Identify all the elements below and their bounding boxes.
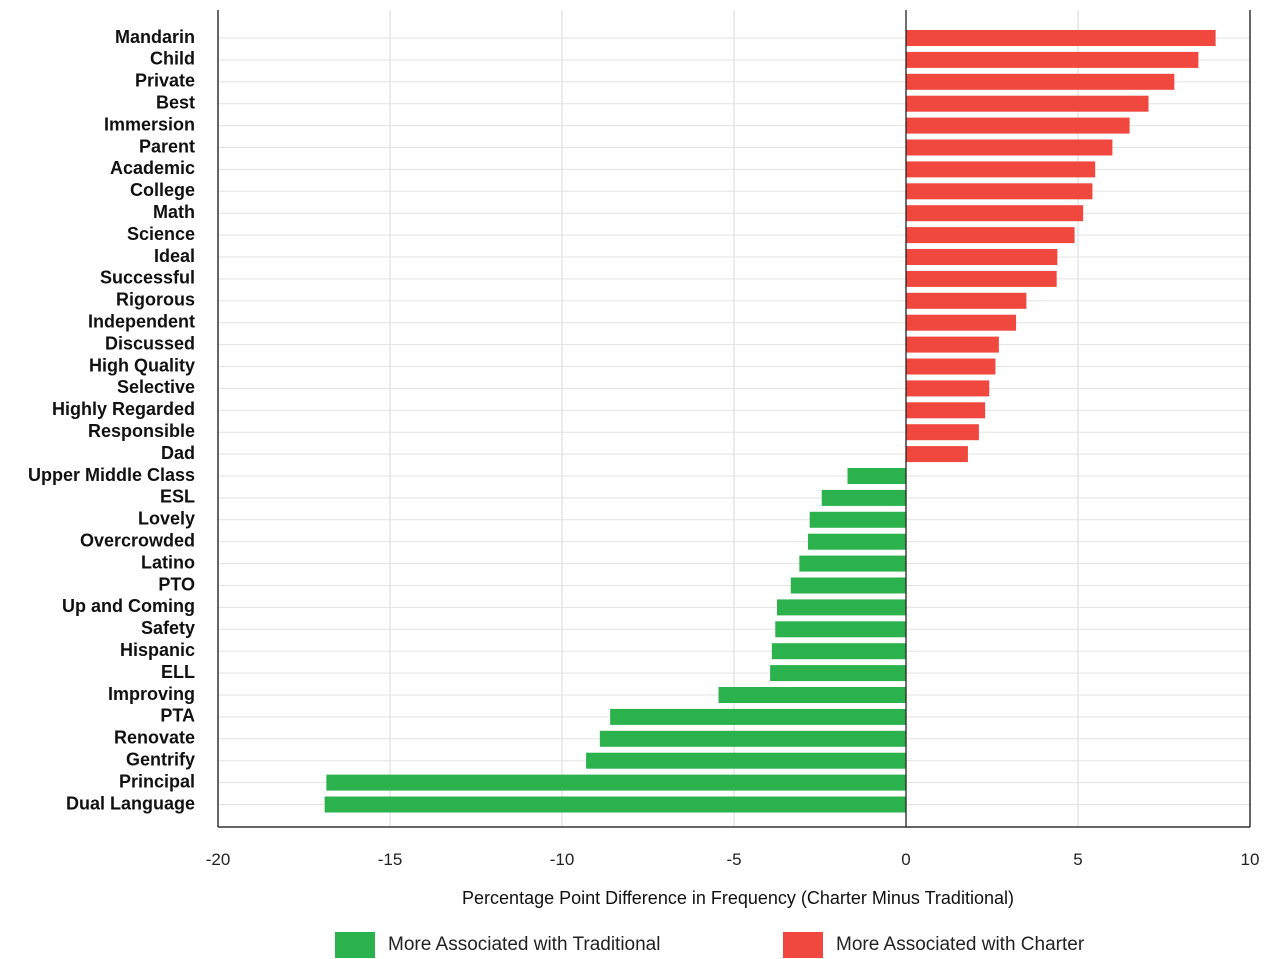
category-label: Principal	[119, 771, 195, 791]
bars	[324, 30, 1216, 813]
category-label: Safety	[141, 618, 195, 638]
category-label: Mandarin	[115, 27, 195, 47]
bar-dad	[906, 446, 968, 463]
category-label: Best	[156, 92, 195, 112]
bar-child	[906, 51, 1199, 68]
category-label: Overcrowded	[80, 530, 195, 550]
legend-swatch	[335, 932, 375, 958]
category-label: PTO	[158, 574, 195, 594]
category-label: Successful	[100, 268, 195, 288]
bar-overcrowded	[807, 533, 906, 550]
bar-safety	[775, 621, 906, 638]
bar-pta	[610, 708, 906, 725]
category-label: Academic	[110, 158, 195, 178]
x-tick-label: 5	[1073, 850, 1082, 869]
bar-lovely	[809, 511, 906, 528]
category-label: Ideal	[154, 246, 195, 266]
bar-selective	[906, 380, 990, 397]
category-label: Selective	[117, 377, 195, 397]
bar-gentrify	[586, 752, 906, 769]
category-label: ESL	[160, 487, 195, 507]
category-label: Improving	[108, 684, 195, 704]
axes	[217, 10, 1251, 828]
bar-math	[906, 205, 1084, 222]
category-label: Up and Coming	[62, 596, 195, 616]
category-label: Dual Language	[66, 793, 195, 813]
bar-science	[906, 227, 1075, 244]
legend-swatch	[783, 932, 823, 958]
bar-private	[906, 73, 1175, 90]
bar-independent	[906, 314, 1017, 331]
category-label: Science	[127, 224, 195, 244]
category-label: Discussed	[105, 333, 195, 353]
category-label: Dad	[161, 443, 195, 463]
category-label: Parent	[139, 136, 195, 156]
x-tick-label: 10	[1241, 850, 1260, 869]
bar-best	[906, 95, 1149, 112]
bar-dual-language	[324, 796, 906, 813]
bar-upper-middle-class	[847, 468, 906, 484]
bar-responsible	[906, 424, 979, 441]
category-label: Responsible	[88, 421, 195, 441]
category-label: Private	[135, 71, 195, 91]
category-label: Upper Middle Class	[28, 465, 195, 485]
x-tick-label: -20	[206, 850, 231, 869]
bar-latino	[799, 555, 906, 572]
bar-immersion	[906, 117, 1130, 134]
legend-label: More Associated with Charter	[836, 934, 1085, 955]
bar-mandarin	[906, 30, 1216, 46]
category-label: Renovate	[114, 728, 195, 748]
category-label: Highly Regarded	[52, 399, 195, 419]
x-axis-title: Percentage Point Difference in Frequency…	[462, 888, 1014, 908]
x-tick-label: 0	[901, 850, 910, 869]
x-tick-label: -10	[550, 850, 575, 869]
category-label: Child	[150, 49, 195, 69]
category-label: Gentrify	[126, 749, 195, 769]
bar-successful	[906, 270, 1057, 287]
bar-academic	[906, 161, 1096, 178]
bar-discussed	[906, 336, 999, 353]
category-label: Math	[153, 202, 195, 222]
category-label: Hispanic	[120, 640, 195, 660]
x-tick-label: -5	[726, 850, 741, 869]
bar-parent	[906, 139, 1113, 156]
bar-ell	[770, 665, 906, 682]
tick-labels: -20 -15 -10 -5 0 5 10	[206, 850, 1260, 869]
category-labels: MandarinChildPrivateBestImmersionParentA…	[28, 27, 195, 814]
bar-principal	[326, 774, 906, 791]
category-label: PTA	[160, 706, 195, 726]
bar-rigorous	[906, 292, 1027, 309]
bar-hispanic	[771, 643, 906, 660]
category-label: Rigorous	[116, 290, 195, 310]
bar-college	[906, 183, 1093, 200]
bar-pto	[790, 577, 906, 594]
bar-ideal	[906, 249, 1058, 265]
category-label: College	[130, 180, 195, 200]
category-label: ELL	[161, 662, 195, 682]
legend: More Associated with Traditional More Ass…	[335, 932, 1085, 958]
bar-highly-regarded	[906, 402, 986, 419]
category-label: Independent	[88, 311, 195, 331]
bar-up-and-coming	[777, 599, 906, 616]
legend-label: More Associated with Traditional	[388, 934, 660, 955]
bar-esl	[821, 489, 906, 506]
category-label: Lovely	[138, 509, 195, 529]
category-label: Immersion	[104, 114, 195, 134]
x-tick-label: -15	[378, 850, 403, 869]
bar-renovate	[599, 730, 906, 747]
category-label: Latino	[141, 552, 195, 572]
category-label: High Quality	[89, 355, 195, 375]
bar-improving	[718, 687, 906, 703]
bar-high-quality	[906, 358, 996, 375]
